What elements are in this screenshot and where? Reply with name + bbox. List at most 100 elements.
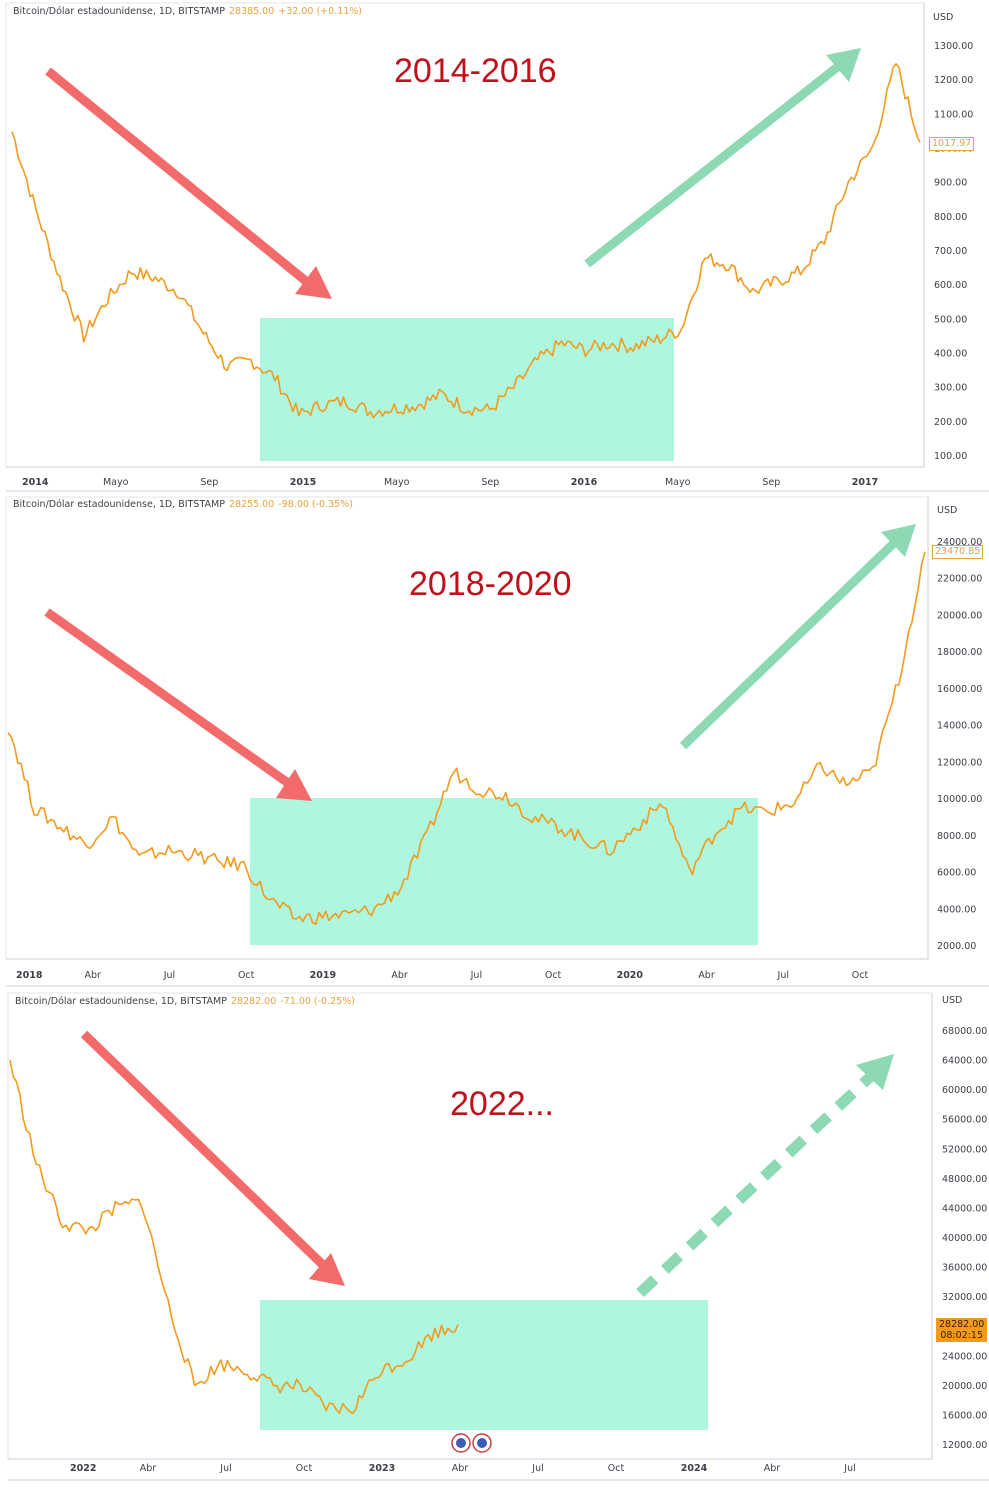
x-tick-label: Abr [452, 1463, 469, 1474]
y-tick-label: 300.00 [934, 383, 967, 394]
y-tick-label: 32000.00 [942, 1292, 987, 1303]
y-tick-label: 22000.00 [937, 574, 982, 585]
x-tick-label: Jul [843, 1463, 855, 1474]
y-tick-label: 16000.00 [942, 1410, 987, 1421]
x-tick-label: Abr [764, 1463, 781, 1474]
x-tick-label: Abr [391, 970, 408, 981]
chart-2-currency: USD [937, 505, 958, 516]
chart-1-up-arrow-shaft [584, 61, 843, 268]
chart-2-down-arrow-head [276, 769, 312, 801]
chart-panel-1: 1300.001200.001100.001000.00900.00800.00… [0, 0, 989, 493]
x-tick-label: Abr [698, 970, 715, 981]
chart-1-change: +32.00 (+0.11%) [278, 6, 363, 17]
chart-1-currency: USD [933, 12, 954, 23]
y-tick-label: 56000.00 [942, 1115, 987, 1126]
chart-2-symbol: Bitcoin/Dólar estadounidense, 1D, BITSTA… [13, 499, 225, 510]
y-tick-label: 20000.00 [942, 1381, 987, 1392]
x-tick-label: 2020 [617, 970, 644, 981]
chart-2-x-ticks: 2018 Abr Jul Oct 2019 Abr Jul Oct 2020 Abr Jul Oct [16, 970, 868, 981]
y-tick-label: 1200.00 [934, 75, 973, 86]
x-tick-label: 2022 [70, 1463, 96, 1474]
x-tick-label: Oct [852, 970, 869, 981]
y-tick-label: 6000.00 [937, 868, 976, 879]
chart-3-countdown: 08:02:15 [940, 1330, 983, 1341]
chart-panel-2: 24000.00 22000.00 20000.00 18000.00 16000.00… [0, 493, 989, 987]
y-tick-label: 1100.00 [934, 109, 973, 120]
chart-3-header: Bitcoin/Dólar estadounidense, 1D, BITSTA… [15, 996, 355, 1007]
chart-3-down-arrow-shaft [80, 1030, 327, 1269]
x-tick-label: Abr [85, 970, 102, 981]
y-tick-label: 18000.00 [937, 647, 982, 658]
us-flag-icon-pair [451, 1433, 492, 1453]
chart-1-highlight-range [260, 318, 674, 461]
y-tick-label: 24000.00 [942, 1351, 987, 1362]
chart-1-symbol: Bitcoin/Dólar estadounidense, 1D, BITSTA… [13, 6, 225, 17]
y-tick-label: 1300.00 [934, 41, 973, 52]
y-tick-label: 64000.00 [942, 1056, 987, 1067]
chart-3-symbol: Bitcoin/Dólar estadounidense, 1D, BITSTA… [15, 996, 227, 1007]
x-tick-label: Mayo [103, 477, 129, 488]
chart-1-y-ticks: 1300.001200.001100.001000.00900.00800.00… [934, 41, 973, 462]
chart-3-price: 28282.00 [230, 996, 277, 1007]
chart-3-price-line [9, 1060, 459, 1415]
chart-3-x-ticks: 2022 Abr Jul Oct 2023 Abr Jul Oct 2024 Abr Jul [70, 1463, 856, 1474]
x-tick-label: Oct [608, 1463, 625, 1474]
x-tick-label: Mayo [384, 477, 410, 488]
x-tick-label: Mayo [665, 477, 691, 488]
chart-2-price: 28255.00 [228, 499, 275, 510]
x-tick-label: 2017 [852, 477, 878, 488]
chart-2-current-value: 23470.85 [932, 545, 984, 559]
chart-2-annotation: 2018-2020 [409, 565, 572, 603]
y-tick-label: 14000.00 [937, 721, 982, 732]
y-tick-label: 900.00 [934, 178, 967, 189]
y-tick-label: 10000.00 [937, 794, 982, 805]
x-tick-label: Sep [200, 477, 218, 488]
chart-1-down-arrow-shaft [45, 67, 310, 286]
chart-1-annotation: 2014-2016 [394, 52, 557, 90]
chart-3-highlight-range [260, 1300, 708, 1430]
y-tick-label: 400.00 [934, 349, 967, 360]
y-tick-label: 8000.00 [937, 831, 976, 842]
y-tick-label: 12000.00 [942, 1440, 987, 1451]
x-tick-label: Jul [219, 1463, 231, 1474]
y-tick-label: 20000.00 [937, 610, 982, 621]
chart-1-current-value: 1017.97 [929, 137, 975, 151]
y-tick-label: 40000.00 [942, 1233, 987, 1244]
chart-3-current-price: 28282.00 [939, 1319, 985, 1330]
chart-3-annotation: 2022... [450, 1085, 554, 1123]
y-tick-label: 200.00 [934, 417, 967, 428]
chart-2-header: Bitcoin/Dólar estadounidense, 1D, BITSTA… [13, 499, 353, 510]
chart-2-highlight-range [250, 798, 758, 945]
chart-2-change: -98.00 (-0.35%) [278, 499, 353, 510]
chart-1-up-arrow-head [826, 48, 861, 82]
chart-3-svg: 68000.00 64000.00 60000.00 56000.00 52000.00… [7, 992, 989, 1481]
y-tick-label: 800.00 [934, 212, 967, 223]
y-tick-label: 12000.00 [937, 757, 982, 768]
chart-2-price-line [7, 551, 926, 925]
chart-panel-3: 68000.00 64000.00 60000.00 56000.00 52000.00… [0, 987, 989, 1488]
y-tick-label: 44000.00 [942, 1203, 987, 1214]
chart-3-up-arrow-dashed-shaft [636, 1072, 874, 1298]
x-tick-label: Sep [481, 477, 499, 488]
x-tick-label: Jul [777, 970, 789, 981]
x-tick-label: Oct [238, 970, 255, 981]
x-tick-label: 2016 [571, 477, 598, 488]
chart-2-up-arrow-shaft [679, 540, 897, 750]
x-tick-label: Oct [296, 1463, 313, 1474]
chart-3-y-ticks: 68000.00 64000.00 60000.00 56000.00 52000.00… [942, 1026, 987, 1451]
x-tick-label: Jul [531, 1463, 543, 1474]
y-tick-label: 4000.00 [937, 904, 976, 915]
x-tick-label: Jul [470, 970, 482, 981]
chart-3-up-arrow-head [856, 1054, 894, 1090]
x-tick-label: Oct [545, 970, 562, 981]
y-tick-label: 700.00 [934, 246, 967, 257]
x-tick-label: 2024 [681, 1463, 708, 1474]
chart-1-down-arrow-head [295, 266, 332, 299]
chart-2-down-arrow-shaft [44, 608, 291, 787]
x-tick-label: 2023 [369, 1463, 395, 1474]
y-tick-label: 2000.00 [937, 941, 976, 952]
y-tick-label: 500.00 [934, 314, 967, 325]
y-tick-label: 60000.00 [942, 1085, 987, 1096]
chart-2-svg: 24000.00 22000.00 20000.00 18000.00 16000.00… [5, 496, 989, 987]
chart-3-currency: USD [942, 995, 963, 1006]
